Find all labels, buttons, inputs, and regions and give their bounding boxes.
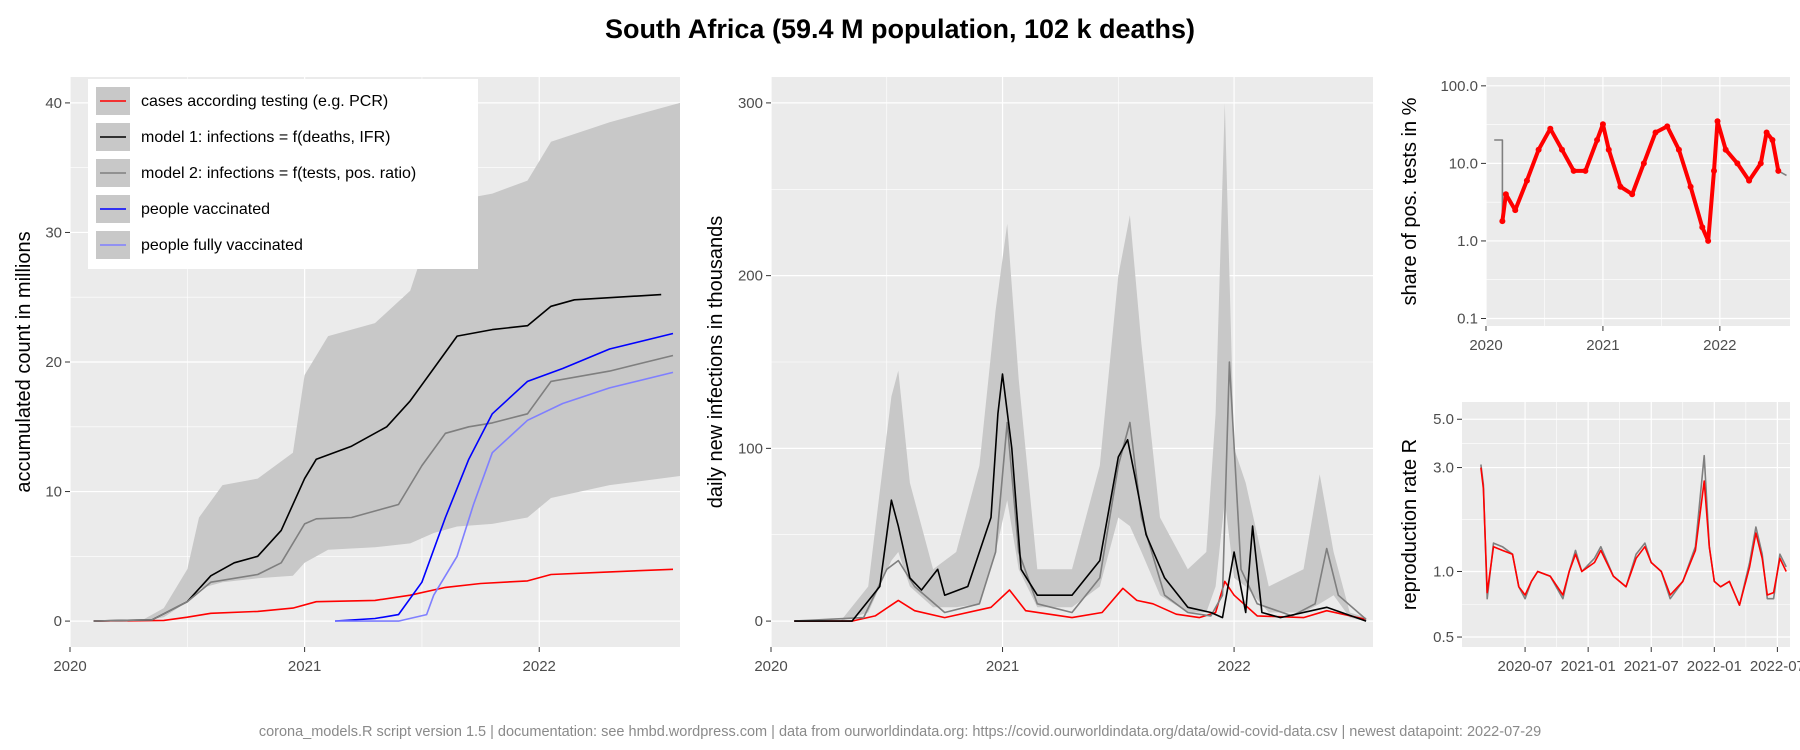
positivity-y-tick-label: 100.0	[1440, 78, 1478, 95]
positivity-point	[1502, 191, 1509, 198]
positivity-point	[1629, 191, 1636, 198]
daily-y-tick-label: 100	[738, 440, 763, 457]
positivity-series-cases	[1500, 119, 1781, 243]
positivity-x-tick-label: 2021	[1586, 337, 1619, 354]
positivity-point	[1640, 160, 1647, 167]
daily-series-model1	[794, 373, 1367, 622]
reproduction-x-tick-label: 2021-01	[1561, 658, 1616, 675]
accumulated-x-tick-label: 2020	[53, 658, 86, 675]
daily-y-axis-title: daily new infections in thousands	[705, 216, 727, 508]
reproduction-gridlines	[1462, 402, 1790, 647]
positivity-point	[1664, 123, 1671, 130]
positivity-point	[1582, 167, 1589, 174]
positivity-point	[1714, 118, 1721, 125]
positivity-point	[1722, 146, 1729, 153]
legend-label-vaccinated: people vaccinated	[141, 201, 270, 218]
accumulated-series-model2	[93, 354, 674, 622]
reproduction-y-tick-label: 1.0	[1433, 563, 1454, 580]
legend-label-fully_vaccinated: people fully vaccinated	[141, 237, 303, 254]
reproduction-x-tick-label: 2022-01	[1687, 658, 1742, 675]
accumulated-y-tick-label: 0	[54, 613, 62, 630]
positivity-point	[1605, 146, 1612, 153]
daily-x-tick-label: 2022	[1217, 658, 1250, 675]
reproduction-panel	[1462, 402, 1790, 647]
positivity-x-tick-label: 2022	[1703, 337, 1736, 354]
positivity-chart: 2020 2021 2022 0.1 1.0 10.0 100.0 share of pos.…	[1399, 77, 1790, 354]
daily-uncertainty-band	[794, 102, 1367, 622]
daily-series-model2	[794, 361, 1367, 622]
legend-box	[88, 79, 478, 269]
positivity-y-tick-label: 10.0	[1449, 155, 1478, 172]
positivity-point	[1535, 146, 1542, 153]
accumulated-y-tick-label: 20	[45, 354, 62, 371]
positivity-point	[1775, 167, 1782, 174]
reproduction-x-tick-label: 2021-07	[1624, 658, 1679, 675]
positivity-y-axis-title: share of pos. tests in %	[1399, 97, 1421, 305]
positivity-point	[1559, 146, 1565, 153]
reproduction-series-cases	[1480, 467, 1787, 607]
accumulated-uncertainty-band	[70, 102, 680, 622]
daily-x-tick-label: 2020	[754, 658, 787, 675]
reproduction-x-tick-label: 2020-07	[1498, 658, 1553, 675]
positivity-point	[1675, 146, 1682, 153]
positivity-point	[1705, 237, 1712, 244]
accumulated-series-model1	[93, 293, 662, 622]
positivity-point	[1763, 129, 1770, 136]
positivity-y-tick-label: 1.0	[1457, 233, 1478, 250]
reproduction-chart: 2020-07 2021-01 2021-07 2022-01 2022-07 0.5 1.…	[1399, 402, 1800, 675]
positivity-point	[1512, 207, 1519, 214]
page-title: South Africa (59.4 M population, 102 k d…	[604, 14, 1196, 44]
positivity-point	[1570, 167, 1577, 174]
reproduction-y-tick-label: 3.0	[1433, 460, 1454, 477]
daily-x-tick-label: 2021	[986, 658, 1019, 675]
accumulated-series-vaccinated	[335, 332, 674, 622]
footer-caption: corona_models.R script version 1.5 | doc…	[258, 724, 1542, 740]
positivity-point	[1599, 121, 1606, 128]
reproduction-y-tick-label: 0.5	[1433, 629, 1454, 646]
positivity-point	[1523, 177, 1530, 184]
accumulated-y-tick-label: 30	[45, 224, 62, 241]
accumulated-y-axis-title: accumulated count in millions	[13, 231, 35, 492]
accumulated-y-tick-label: 10	[45, 484, 62, 501]
positivity-point	[1734, 160, 1741, 167]
accumulated-x-tick-label: 2021	[288, 658, 321, 675]
positivity-point	[1547, 125, 1554, 132]
legend-label-cases: cases according testing (e.g. PCR)	[141, 93, 388, 110]
legend-label-model1: model 1: infections = f(deaths, IFR)	[141, 129, 390, 146]
daily-y-tick-label: 200	[738, 268, 763, 285]
daily-y-tick-label: 300	[738, 95, 763, 112]
accumulated-x-tick-label: 2022	[523, 658, 556, 675]
daily-y-tick-label: 0	[755, 613, 763, 630]
reproduction-y-tick-label: 5.0	[1433, 411, 1454, 428]
positivity-point	[1594, 137, 1601, 144]
positivity-point	[1746, 177, 1753, 184]
positivity-x-tick-label: 2020	[1469, 337, 1502, 354]
accumulated-y-tick-label: 40	[45, 95, 62, 112]
positivity-point	[1757, 160, 1764, 167]
positivity-point	[1499, 218, 1506, 225]
daily-series-cases	[794, 580, 1367, 622]
legend-label-model2: model 2: infections = f(tests, pos. rati…	[141, 165, 416, 182]
positivity-gridlines	[1485, 77, 1790, 326]
positivity-panel	[1486, 77, 1790, 326]
positivity-point	[1652, 129, 1659, 136]
accumulated-legend: cases according testing (e.g. PCR) model …	[88, 79, 478, 269]
daily-chart: 2020 2021 2022 0 100 200 300 daily new infectio…	[705, 77, 1373, 675]
positivity-point	[1617, 183, 1624, 190]
positivity-point	[1699, 224, 1706, 231]
reproduction-y-axis-title: reproduction rate R	[1399, 439, 1421, 610]
positivity-point	[1711, 167, 1717, 174]
reproduction-x-tick-label: 2022-07	[1750, 658, 1800, 675]
accumulated-series-fully_vaccinated	[335, 371, 674, 622]
positivity-point	[1687, 183, 1694, 190]
accumulated-chart: 2020 2021 2022 0 10 20 30 40 accumulated count i…	[13, 77, 680, 675]
positivity-y-tick-label: 0.1	[1457, 310, 1478, 327]
positivity-point	[1769, 137, 1776, 144]
accumulated-series-cases	[93, 568, 674, 622]
